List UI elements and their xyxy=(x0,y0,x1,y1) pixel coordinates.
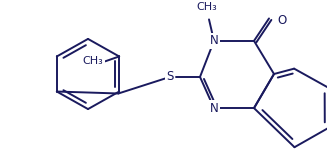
Text: S: S xyxy=(166,70,174,83)
Text: CH₃: CH₃ xyxy=(197,2,217,12)
Text: CH₃: CH₃ xyxy=(82,56,103,66)
Text: N: N xyxy=(210,102,218,115)
Text: N: N xyxy=(210,34,218,47)
Text: O: O xyxy=(277,14,286,27)
